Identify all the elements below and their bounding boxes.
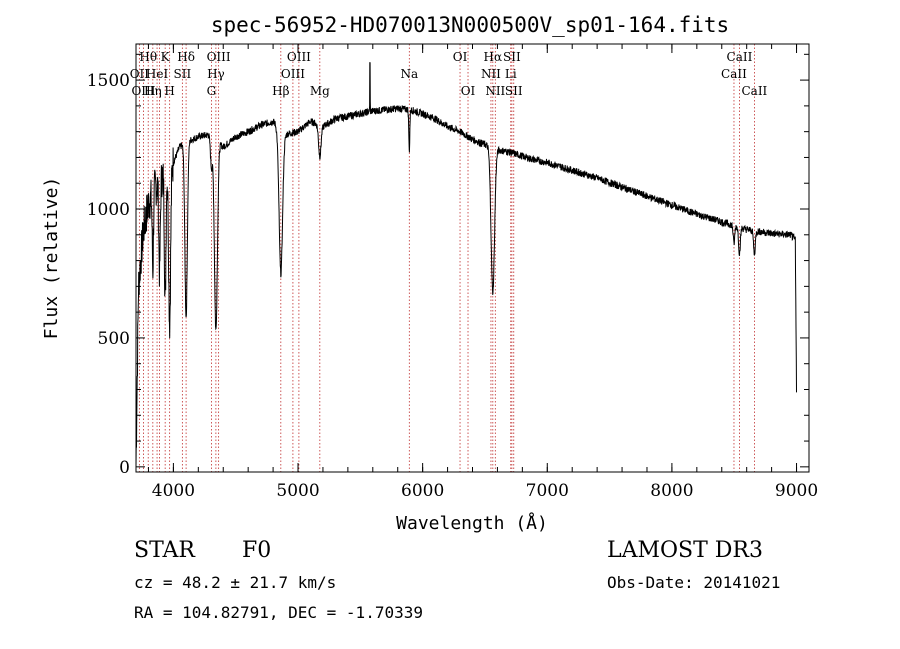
line-marker-label: G: [207, 84, 217, 98]
line-marker-label: Hη: [144, 84, 162, 98]
line-marker-label: SII: [505, 84, 523, 98]
y-tick-label: 500: [98, 329, 130, 349]
line-marker-label: Mg: [310, 84, 330, 98]
line-marker-label: CaII: [727, 50, 753, 64]
chart-title: spec-56952-HD070013N000500V_sp01-164.fit…: [211, 13, 729, 37]
y-axis-label: Flux (relative): [41, 177, 62, 340]
line-marker-label: OI: [461, 84, 476, 98]
line-marker-label: OII: [130, 67, 150, 81]
line-marker-label: CaII: [741, 84, 767, 98]
line-marker-label: SII: [174, 67, 192, 81]
object-subclass: F0: [242, 538, 272, 563]
line-marker-label: Hθ: [139, 50, 157, 64]
line-markers: [138, 44, 755, 472]
line-marker-label: Li: [505, 67, 517, 81]
line-marker-label: OIII: [281, 67, 305, 81]
line-marker-label: K: [161, 50, 171, 64]
line-marker-label: OIII: [207, 50, 231, 64]
line-marker-label: OI: [453, 50, 468, 64]
line-marker-label: Hδ: [177, 50, 195, 64]
line-marker-label: OIII: [287, 50, 311, 64]
line-marker-label: Hγ: [207, 67, 225, 81]
obs-date: Obs-Date: 20141021: [607, 573, 781, 592]
line-marker-label: NII: [485, 84, 505, 98]
y-axis: 0 500 1000 1500: [87, 53, 809, 478]
y-tick-label: 0: [119, 458, 130, 478]
x-tick-label: 7000: [526, 481, 569, 501]
plot-frame: [135, 43, 810, 473]
coordinates-readout: RA = 104.82791, DEC = -1.70339: [134, 603, 423, 622]
y-tick-label: 1000: [87, 200, 130, 220]
line-marker-label: SII: [503, 50, 521, 64]
y-tick-label: 1500: [87, 71, 130, 91]
x-tick-label: 4000: [152, 481, 195, 501]
x-axis-label: Wavelength (Å): [396, 512, 548, 534]
x-tick-label: 6000: [401, 481, 444, 501]
line-marker-label: OIII: [131, 84, 155, 98]
line-marker-labels: OIIOIIIHθHηHeIKHSIIHδGHγOIIIHβOIIIOIIIMg…: [130, 50, 768, 98]
redshift-readout: cz = 48.2 ± 21.7 km/s: [134, 573, 337, 592]
line-marker-label: Hα: [484, 50, 503, 64]
line-marker-label: H: [164, 84, 174, 98]
object-class: STAR: [134, 538, 195, 563]
line-marker-label: Na: [400, 67, 418, 81]
line-marker-label: NII: [481, 67, 501, 81]
x-tick-label: 8000: [650, 481, 693, 501]
survey-name: LAMOST DR3: [607, 538, 763, 563]
line-marker-label: CaII: [721, 67, 747, 81]
x-tick-label: 9000: [775, 481, 818, 501]
line-marker-label: Hβ: [272, 84, 289, 98]
x-axis: 4000 5000 6000 7000 8000 9000: [147, 44, 818, 501]
line-marker-label: HeI: [146, 67, 169, 81]
x-tick-label: 5000: [276, 481, 319, 501]
spectrum-line: [135, 62, 797, 467]
